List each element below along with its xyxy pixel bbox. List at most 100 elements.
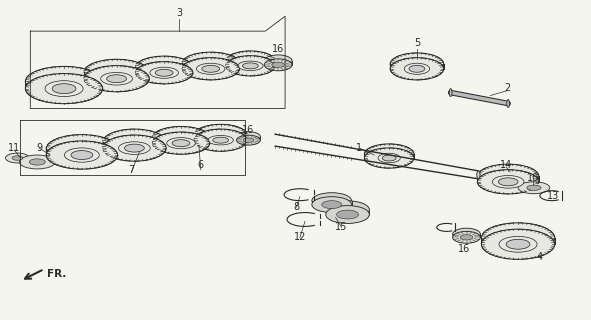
Ellipse shape xyxy=(125,144,144,152)
Text: 9: 9 xyxy=(36,143,43,153)
Ellipse shape xyxy=(84,59,150,85)
Polygon shape xyxy=(197,125,245,140)
Ellipse shape xyxy=(25,74,103,104)
Ellipse shape xyxy=(242,63,258,69)
Ellipse shape xyxy=(29,159,46,165)
Ellipse shape xyxy=(152,126,210,149)
Ellipse shape xyxy=(226,51,275,71)
Polygon shape xyxy=(185,53,236,69)
Ellipse shape xyxy=(390,53,444,75)
Ellipse shape xyxy=(477,171,480,179)
Polygon shape xyxy=(106,130,163,148)
Text: 12: 12 xyxy=(294,232,306,242)
Ellipse shape xyxy=(20,155,55,169)
Ellipse shape xyxy=(236,132,260,141)
Ellipse shape xyxy=(119,142,150,155)
Polygon shape xyxy=(138,57,190,73)
Ellipse shape xyxy=(238,61,263,71)
Text: 16: 16 xyxy=(272,44,284,54)
Ellipse shape xyxy=(52,84,76,93)
Ellipse shape xyxy=(453,228,480,240)
Text: 1: 1 xyxy=(356,143,362,153)
Ellipse shape xyxy=(196,63,225,74)
Text: 16: 16 xyxy=(242,125,255,135)
Ellipse shape xyxy=(71,151,93,159)
Ellipse shape xyxy=(155,69,173,76)
Ellipse shape xyxy=(322,201,342,209)
Ellipse shape xyxy=(264,55,292,67)
Polygon shape xyxy=(87,60,147,79)
Ellipse shape xyxy=(194,124,248,147)
Ellipse shape xyxy=(518,182,550,194)
Text: 10: 10 xyxy=(527,173,539,183)
Ellipse shape xyxy=(150,67,178,78)
Polygon shape xyxy=(485,224,552,244)
Text: 6: 6 xyxy=(198,160,204,170)
Ellipse shape xyxy=(208,135,233,145)
Ellipse shape xyxy=(152,132,210,154)
Ellipse shape xyxy=(25,67,103,97)
Text: FR.: FR. xyxy=(47,269,67,279)
Ellipse shape xyxy=(453,231,480,243)
Text: 13: 13 xyxy=(547,191,559,201)
Ellipse shape xyxy=(382,155,396,161)
Ellipse shape xyxy=(264,59,292,71)
Ellipse shape xyxy=(103,129,166,155)
Ellipse shape xyxy=(498,178,518,186)
Ellipse shape xyxy=(378,153,400,163)
Polygon shape xyxy=(155,128,207,143)
Ellipse shape xyxy=(103,135,166,161)
Ellipse shape xyxy=(482,223,555,253)
Ellipse shape xyxy=(478,164,539,188)
Polygon shape xyxy=(480,165,536,182)
Text: 4: 4 xyxy=(537,252,543,262)
Ellipse shape xyxy=(365,144,414,164)
Text: 5: 5 xyxy=(414,38,420,48)
Ellipse shape xyxy=(527,185,541,190)
Ellipse shape xyxy=(46,141,118,169)
Ellipse shape xyxy=(492,175,524,188)
Ellipse shape xyxy=(236,135,260,145)
Ellipse shape xyxy=(45,81,83,97)
Text: 16: 16 xyxy=(459,244,470,254)
Ellipse shape xyxy=(478,170,539,194)
Ellipse shape xyxy=(226,56,275,76)
Ellipse shape xyxy=(482,229,555,259)
Polygon shape xyxy=(28,68,100,89)
Polygon shape xyxy=(393,54,441,69)
Ellipse shape xyxy=(64,148,99,162)
Ellipse shape xyxy=(12,156,23,160)
Ellipse shape xyxy=(172,140,190,147)
Ellipse shape xyxy=(390,58,444,80)
Ellipse shape xyxy=(5,153,30,163)
Polygon shape xyxy=(368,145,411,158)
Ellipse shape xyxy=(46,135,118,163)
Ellipse shape xyxy=(202,65,220,72)
Text: 2: 2 xyxy=(504,83,510,92)
Ellipse shape xyxy=(243,138,254,142)
Ellipse shape xyxy=(365,148,414,168)
Ellipse shape xyxy=(499,236,537,252)
Ellipse shape xyxy=(194,129,248,151)
Ellipse shape xyxy=(167,138,195,149)
Ellipse shape xyxy=(213,137,229,143)
Text: 7: 7 xyxy=(128,165,135,175)
Ellipse shape xyxy=(272,62,284,68)
Text: 14: 14 xyxy=(500,160,512,170)
Ellipse shape xyxy=(84,66,150,92)
Ellipse shape xyxy=(135,56,193,78)
Ellipse shape xyxy=(409,65,425,72)
Text: 3: 3 xyxy=(176,8,182,18)
Ellipse shape xyxy=(182,58,239,80)
Text: 11: 11 xyxy=(8,143,21,153)
Ellipse shape xyxy=(506,239,530,249)
Polygon shape xyxy=(229,52,272,66)
Ellipse shape xyxy=(100,72,132,85)
Ellipse shape xyxy=(182,52,239,74)
Ellipse shape xyxy=(326,201,369,219)
Ellipse shape xyxy=(135,62,193,84)
Ellipse shape xyxy=(312,197,352,212)
Ellipse shape xyxy=(312,193,352,209)
Ellipse shape xyxy=(106,75,126,83)
Ellipse shape xyxy=(404,63,430,74)
